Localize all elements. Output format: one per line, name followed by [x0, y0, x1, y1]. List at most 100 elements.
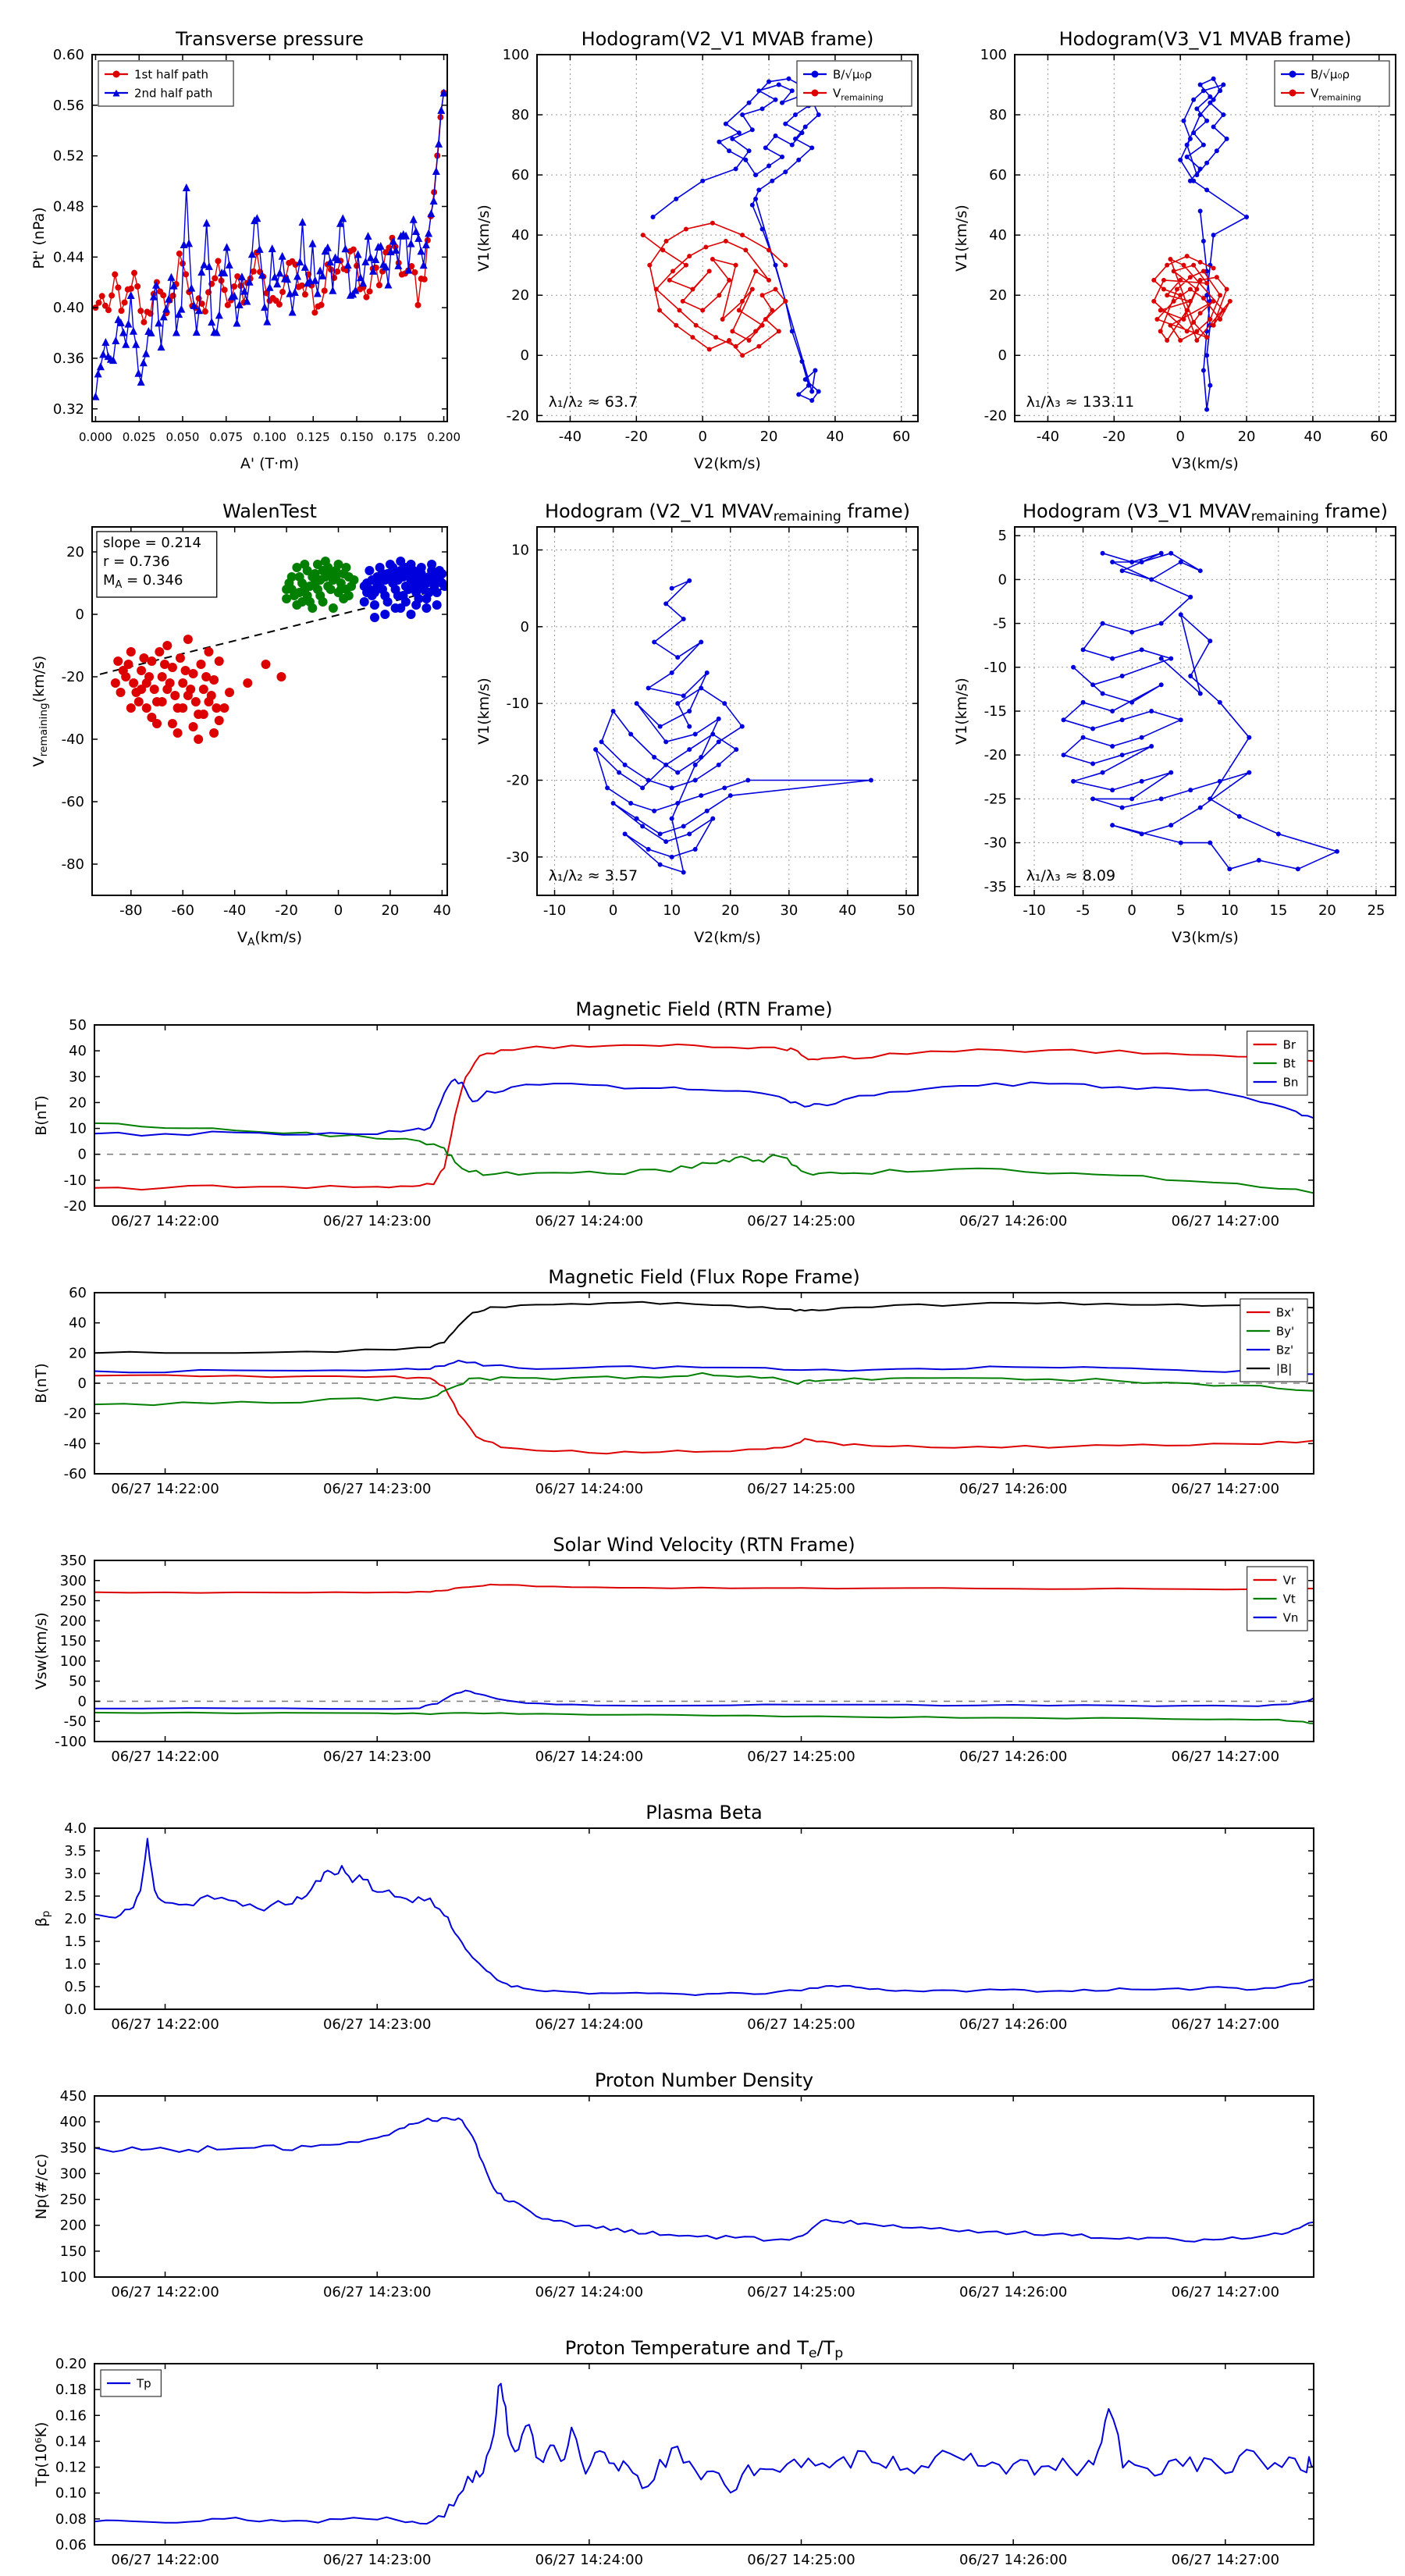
svg-text:300: 300 — [60, 1573, 87, 1589]
svg-text:0.5: 0.5 — [64, 1979, 87, 1995]
svg-text:100: 100 — [503, 47, 529, 63]
svg-text:0: 0 — [998, 571, 1007, 588]
svg-text:40: 40 — [989, 227, 1007, 244]
svg-text:60: 60 — [69, 1285, 87, 1301]
svg-text:0.40: 0.40 — [53, 300, 84, 316]
svg-text:40: 40 — [69, 1043, 87, 1059]
svg-text:0.050: 0.050 — [166, 430, 200, 444]
svg-text:20: 20 — [511, 287, 529, 304]
svg-text:0.000: 0.000 — [79, 430, 112, 444]
svg-text:-80: -80 — [62, 856, 84, 873]
svg-text:-100: -100 — [55, 1734, 87, 1750]
svg-text:0.175: 0.175 — [383, 430, 417, 444]
svg-text:06/27 14:25:00: 06/27 14:25:00 — [747, 1213, 855, 1229]
svg-text:06/27 14:27:00: 06/27 14:27:00 — [1172, 1749, 1279, 1765]
svg-text:20: 20 — [1318, 902, 1336, 919]
svg-text:06/27 14:22:00: 06/27 14:22:00 — [111, 2016, 219, 2033]
svg-text:r = 0.736: r = 0.736 — [103, 553, 169, 570]
svg-text:Vn: Vn — [1283, 1610, 1299, 1624]
svg-text:MA = 0.346: MA = 0.346 — [103, 572, 183, 591]
svg-text:0.32: 0.32 — [53, 401, 84, 418]
svg-text:Solar Wind Velocity (RTN Frame: Solar Wind Velocity (RTN Frame) — [553, 1534, 855, 1556]
svg-text:06/27 14:26:00: 06/27 14:26:00 — [959, 1213, 1067, 1229]
svg-text:10: 10 — [511, 543, 529, 559]
svg-text:0: 0 — [1176, 429, 1184, 445]
svg-text:80: 80 — [989, 107, 1007, 123]
svg-text:-25: -25 — [984, 791, 1007, 807]
svg-text:0: 0 — [78, 1693, 87, 1710]
svg-text:-40: -40 — [1037, 429, 1059, 445]
svg-text:0.12: 0.12 — [55, 2460, 87, 2476]
svg-text:V2(km/s): V2(km/s) — [694, 929, 761, 946]
svg-text:0: 0 — [609, 902, 617, 919]
svg-text:250: 250 — [60, 1593, 87, 1610]
svg-text:Pt' (nPa): Pt' (nPa) — [30, 207, 48, 269]
svg-text:20: 20 — [381, 902, 399, 919]
svg-text:20: 20 — [69, 1094, 87, 1111]
svg-text:A' (T·m): A' (T·m) — [240, 455, 299, 472]
svg-text:B(nT): B(nT) — [33, 1095, 50, 1136]
svg-text:0: 0 — [521, 347, 529, 364]
svg-text:0.16: 0.16 — [55, 2407, 87, 2424]
svg-text:Tp(10⁶K): Tp(10⁶K) — [33, 2422, 50, 2488]
svg-text:V2(km/s): V2(km/s) — [694, 455, 761, 472]
plot-area-transverse-pressure — [92, 88, 447, 400]
svg-text:-20: -20 — [62, 669, 84, 685]
svg-text:100: 100 — [60, 1653, 87, 1670]
plot-area-plasma-beta — [94, 1838, 1314, 1996]
chart-hodogram-v2v1-mvav: -10 0 10 20 30 40 50 -30 -20 -10 0 10 Hodogram (V2_V… — [475, 500, 919, 946]
svg-text:-35: -35 — [984, 879, 1007, 895]
svg-text:-60: -60 — [64, 1466, 87, 1482]
svg-text:06/27 14:26:00: 06/27 14:26:00 — [959, 1749, 1067, 1765]
svg-text:Bz': Bz' — [1276, 1343, 1293, 1357]
plot-area-velocity-rtn — [94, 1583, 1314, 1724]
svg-text:40: 40 — [511, 227, 529, 244]
svg-text:20: 20 — [69, 1345, 87, 1361]
svg-text:Vsw(km/s): Vsw(km/s) — [33, 1612, 50, 1689]
svg-text:Br: Br — [1283, 1037, 1297, 1051]
svg-text:-60: -60 — [62, 794, 84, 810]
svg-text:-10: -10 — [507, 696, 529, 712]
svg-text:0.06: 0.06 — [55, 2537, 87, 2553]
svg-text:λ₁/λ₃ ≈ 8.09: λ₁/λ₃ ≈ 8.09 — [1026, 867, 1115, 884]
svg-text:V1(km/s): V1(km/s) — [475, 678, 493, 745]
svg-text:10: 10 — [69, 1121, 87, 1137]
plot-area-hodogram-v3v1-mvab — [1151, 76, 1250, 412]
svg-text:Hodogram (V3_V1 MVAVremaining: Hodogram (V3_V1 MVAVremaining frame) — [1023, 500, 1388, 525]
svg-text:WalenTest: WalenTest — [222, 500, 317, 522]
svg-text:06/27 14:22:00: 06/27 14:22:00 — [111, 2284, 219, 2300]
svg-text:06/27 14:26:00: 06/27 14:26:00 — [959, 2552, 1067, 2568]
svg-text:Np(#/cc): Np(#/cc) — [33, 2154, 50, 2219]
plot-area-mag-rtn — [94, 1043, 1314, 1194]
svg-text:Tp: Tp — [136, 2376, 151, 2390]
svg-text:0.18: 0.18 — [55, 2382, 87, 2398]
svg-text:06/27 14:23:00: 06/27 14:23:00 — [323, 1749, 431, 1765]
chart-plasma-beta: 06/27 14:22:00 06/27 14:23:00 06/27 14:24:… — [33, 1802, 1314, 2033]
svg-text:20: 20 — [1238, 429, 1256, 445]
svg-text:06/27 14:25:00: 06/27 14:25:00 — [747, 2552, 855, 2568]
svg-text:0: 0 — [698, 429, 706, 445]
svg-text:V1(km/s): V1(km/s) — [475, 205, 493, 272]
svg-text:06/27 14:23:00: 06/27 14:23:00 — [323, 1213, 431, 1229]
svg-text:-20: -20 — [1103, 429, 1126, 445]
chart-velocity-rtn: 06/27 14:22:00 06/27 14:23:00 06/27 14:24:… — [33, 1534, 1314, 1765]
svg-text:-20: -20 — [984, 747, 1007, 763]
svg-text:06/27 14:27:00: 06/27 14:27:00 — [1172, 1481, 1279, 1497]
svg-text:0.125: 0.125 — [297, 430, 330, 444]
svg-text:0: 0 — [521, 619, 529, 635]
svg-text:300: 300 — [60, 2165, 87, 2182]
svg-text:06/27 14:25:00: 06/27 14:25:00 — [747, 1481, 855, 1497]
svg-text:450: 450 — [60, 2088, 87, 2105]
svg-text:0.36: 0.36 — [53, 350, 84, 367]
svg-text:10: 10 — [663, 902, 681, 919]
svg-text:0.44: 0.44 — [53, 249, 84, 265]
svg-text:-40: -40 — [64, 1436, 87, 1452]
svg-text:0.56: 0.56 — [53, 98, 84, 114]
svg-text:V3(km/s): V3(km/s) — [1172, 455, 1239, 472]
svg-text:-5: -5 — [993, 616, 1007, 632]
svg-text:0.52: 0.52 — [53, 148, 84, 165]
svg-text:Plasma Beta: Plasma Beta — [646, 1802, 762, 1823]
svg-text:150: 150 — [60, 2243, 87, 2260]
chart-hodogram-v3v1-mvav: -10 -5 0 5 10 15 20 25 -35 -30 -25 -20 -15 -10 -5 0 5 Hod… — [953, 500, 1396, 946]
svg-text:0: 0 — [334, 902, 343, 919]
